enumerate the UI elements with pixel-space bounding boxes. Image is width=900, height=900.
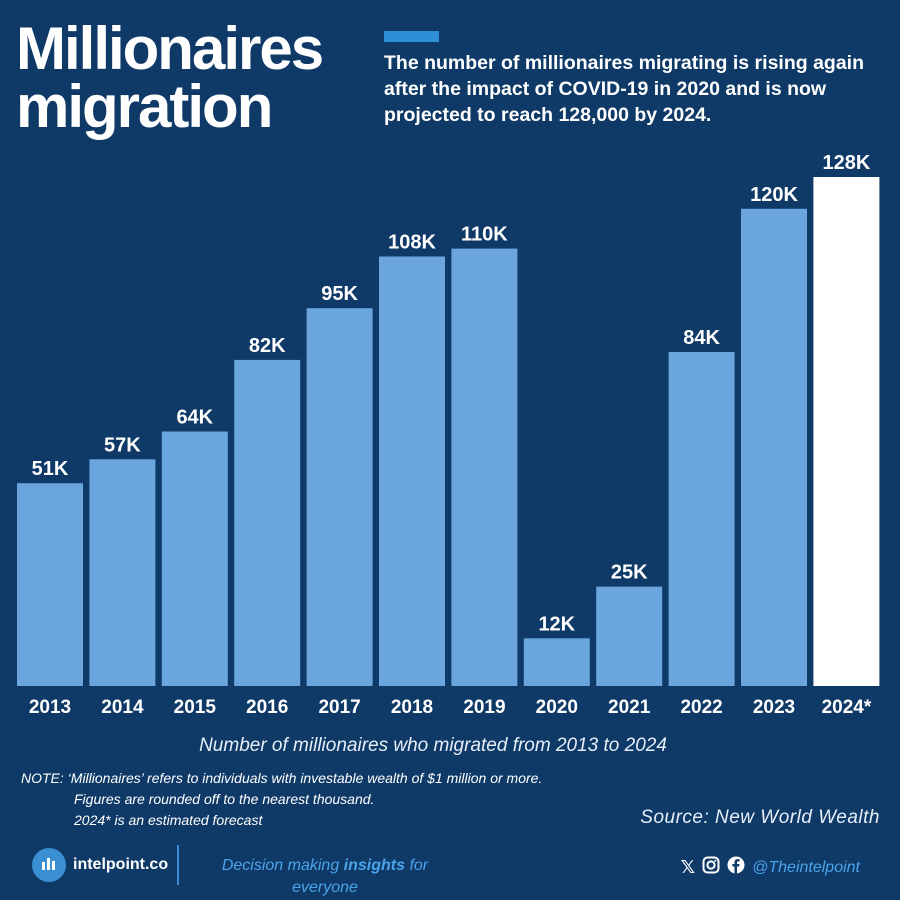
footer-divider <box>177 845 179 885</box>
social-links: 𝕏 @Theintelpoint <box>681 856 860 879</box>
note-line-2: Figures are rounded off to the nearest t… <box>74 791 375 807</box>
bar-2019 <box>451 248 518 686</box>
data-label-2019: 110K <box>461 224 508 246</box>
social-handle[interactable]: @Theintelpoint <box>752 858 860 876</box>
data-label-2021: 25K <box>611 562 648 584</box>
accent-bar <box>384 31 439 42</box>
bar-2014 <box>89 459 156 686</box>
facebook-icon[interactable] <box>727 856 745 879</box>
x-tick-2020: 2020 <box>536 697 578 718</box>
subtitle: The number of millionaires migrating is … <box>384 52 864 126</box>
data-label-2020: 12K <box>538 613 575 635</box>
data-label-2022: 84K <box>683 327 720 349</box>
data-label-2016: 82K <box>249 335 286 357</box>
bar-2021 <box>596 586 663 686</box>
x-tick-2015: 2015 <box>174 697 217 718</box>
data-label-2014: 57K <box>104 434 141 456</box>
tagline-prefix: Decision making <box>221 857 344 874</box>
x-tick-2022: 2022 <box>680 697 722 718</box>
bar-2015 <box>161 431 228 686</box>
data-label-2018: 108K <box>388 232 436 254</box>
x-icon[interactable]: 𝕏 <box>680 857 696 877</box>
instagram-icon[interactable] <box>702 856 720 879</box>
bar-2013 <box>17 483 83 686</box>
x-tick-2024-forecast: 2024* <box>822 697 872 718</box>
brand-name[interactable]: intelpoint.co <box>73 856 169 873</box>
page-title: Millionaires migration <box>16 15 324 140</box>
chart-caption: Number of millionaires who migrated from… <box>199 735 667 756</box>
bar-chart: 51K 2013 57K 2014 64K 2015 82K 2016 95K 2017 108K 2… <box>17 152 880 718</box>
bar-2016 <box>234 359 301 686</box>
x-tick-2021: 2021 <box>608 697 651 718</box>
note-line-3: 2024* is an estimated forecast <box>74 812 263 828</box>
note-line-1: NOTE: ‘Millionaires’ refers to individua… <box>21 770 543 786</box>
logo-icon <box>32 848 66 882</box>
x-tick-2019: 2019 <box>463 697 505 718</box>
x-tick-2014: 2014 <box>101 697 144 718</box>
x-tick-2018: 2018 <box>391 697 433 718</box>
data-label-2017: 95K <box>321 283 358 305</box>
tagline-bold: insights <box>343 857 406 874</box>
tagline-suffix: for everyone <box>292 857 429 896</box>
bar-2018 <box>379 256 445 686</box>
bar-2024-forecast <box>813 177 880 686</box>
tagline: Decision making insights for everyone <box>200 855 450 899</box>
bar-2022 <box>668 352 735 686</box>
bar-2023 <box>741 208 807 687</box>
x-tick-2017: 2017 <box>318 697 360 718</box>
data-label-2024-forecast: 128K <box>822 152 870 174</box>
source-text: Source: New World Wealth <box>640 807 880 828</box>
x-tick-2016: 2016 <box>246 697 288 718</box>
data-label-2013: 51K <box>32 458 69 480</box>
bar-2017 <box>306 308 373 686</box>
bar-2020 <box>523 638 590 686</box>
data-label-2015: 64K <box>176 407 213 429</box>
bars-layer: 51K 2013 57K 2014 64K 2015 82K 2016 95K 2017 108K 2… <box>17 152 880 718</box>
x-tick-2013: 2013 <box>29 697 71 718</box>
data-label-2023: 120K <box>750 184 798 206</box>
x-tick-2023: 2023 <box>753 697 795 718</box>
note: NOTE: ‘Millionaires’ refers to individua… <box>21 768 542 831</box>
